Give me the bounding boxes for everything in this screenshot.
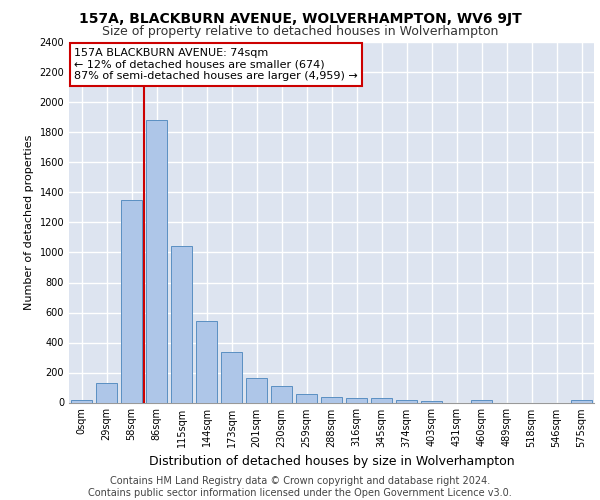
Bar [321,397,342,402]
Bar [346,398,367,402]
Bar [96,383,117,402]
Text: Contains HM Land Registry data © Crown copyright and database right 2024.
Contai: Contains HM Land Registry data © Crown c… [88,476,512,498]
Bar [171,246,192,402]
Bar [421,401,442,402]
Bar [71,400,92,402]
Bar [296,394,317,402]
Bar [196,321,217,402]
Text: 157A BLACKBURN AVENUE: 74sqm
← 12% of detached houses are smaller (674)
87% of s: 157A BLACKBURN AVENUE: 74sqm ← 12% of de… [74,48,358,81]
Bar [396,400,417,402]
Bar [246,378,267,402]
X-axis label: Distribution of detached houses by size in Wolverhampton: Distribution of detached houses by size … [149,455,514,468]
Bar [471,400,492,402]
Bar [571,400,592,402]
Bar [121,200,142,402]
Text: 157A, BLACKBURN AVENUE, WOLVERHAMPTON, WV6 9JT: 157A, BLACKBURN AVENUE, WOLVERHAMPTON, W… [79,12,521,26]
Bar [271,386,292,402]
Bar [371,398,392,402]
Y-axis label: Number of detached properties: Number of detached properties [24,135,34,310]
Bar [221,352,242,403]
Text: Size of property relative to detached houses in Wolverhampton: Size of property relative to detached ho… [102,25,498,38]
Bar [146,120,167,402]
